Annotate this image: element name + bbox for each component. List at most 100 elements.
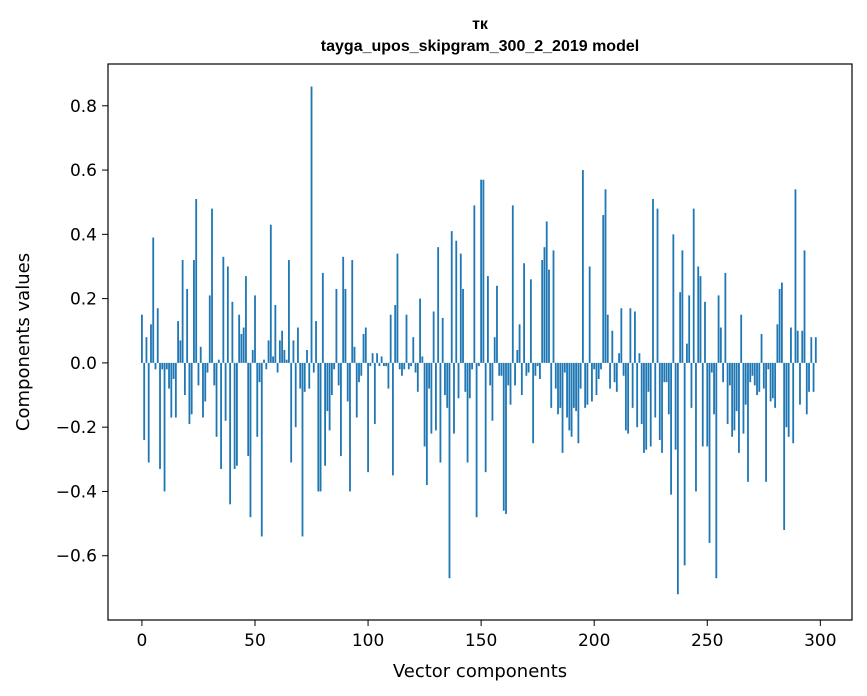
bar-282 (778, 288, 781, 363)
bar-115 (401, 362, 403, 376)
bar-19 (183, 362, 186, 396)
bar-261 (731, 362, 734, 437)
bar-271 (753, 362, 756, 386)
bar-209 (613, 362, 616, 383)
bar-181 (550, 362, 553, 408)
bar-88 (340, 362, 342, 457)
bar-154 (489, 362, 492, 386)
bar-164 (511, 205, 514, 363)
bar-130 (435, 362, 437, 431)
bar-57 (269, 224, 272, 363)
bar-298 (814, 337, 817, 363)
x-axis-label: Vector components (393, 661, 567, 682)
bar-139 (455, 240, 458, 363)
bar-28 (204, 362, 207, 402)
bar-262 (733, 362, 736, 431)
bar-286 (787, 362, 790, 437)
bar-11 (165, 362, 168, 370)
bar-55 (265, 362, 268, 370)
bar-242 (688, 295, 691, 363)
bar-4 (150, 324, 152, 363)
bar-48 (249, 362, 252, 518)
bar-42 (236, 362, 238, 466)
x-tick-label: 150 (465, 631, 497, 651)
y-tick-label: 0.8 (70, 97, 97, 117)
bar-124 (421, 356, 424, 363)
bar-193 (577, 362, 580, 444)
bar-294 (805, 362, 808, 415)
bar-272 (756, 362, 758, 396)
bar-101 (369, 362, 372, 367)
bar-49 (251, 350, 254, 363)
bar-82 (326, 362, 329, 412)
bar-265 (740, 314, 743, 363)
bar-100 (367, 362, 369, 473)
bar-147 (473, 205, 476, 363)
y-tick-label: −0.2 (56, 418, 97, 438)
bar-203 (600, 362, 602, 370)
bar-252 (710, 362, 713, 373)
bar-266 (742, 362, 745, 434)
bar-122 (416, 362, 419, 392)
bar-75 (310, 86, 313, 363)
bar-156 (493, 337, 496, 363)
bar-289 (794, 189, 797, 363)
bar-97 (360, 362, 363, 376)
bar-92 (349, 362, 351, 492)
bar-170 (525, 362, 528, 376)
bar-73 (306, 350, 308, 363)
bar-230 (661, 362, 663, 453)
bar-46 (245, 276, 247, 363)
bar-281 (776, 324, 779, 363)
bar-138 (453, 362, 455, 434)
bars-group (141, 86, 817, 595)
bar-136 (448, 362, 451, 579)
bar-15 (174, 362, 177, 418)
bar-7 (156, 308, 159, 363)
bar-35 (220, 362, 222, 469)
bar-89 (342, 256, 345, 363)
bar-184 (557, 362, 559, 415)
bar-220 (638, 353, 641, 363)
bar-296 (810, 337, 813, 363)
bar-20 (186, 288, 189, 363)
bar-284 (783, 362, 786, 531)
bar-251 (708, 362, 711, 543)
bar-134 (444, 362, 446, 396)
chart-title: тк (472, 16, 489, 33)
bar-104 (376, 353, 379, 363)
bar-192 (575, 362, 578, 412)
bar-127 (428, 362, 431, 389)
bar-96 (358, 362, 360, 383)
bar-114 (398, 362, 401, 370)
bar-201 (595, 362, 598, 396)
bar-77 (315, 321, 317, 363)
bar-293 (803, 250, 806, 363)
bar-224 (647, 362, 650, 392)
bar-68 (294, 362, 297, 428)
y-tick-label: 0.2 (70, 290, 97, 310)
bar-212 (620, 308, 623, 363)
bar-233 (667, 362, 670, 415)
bar-264 (738, 362, 740, 453)
x-tick-label: 100 (352, 631, 384, 651)
bar-78 (317, 362, 320, 492)
bar-277 (767, 362, 770, 370)
bar-246 (697, 266, 700, 363)
bar-12 (168, 362, 170, 389)
chart-subtitle: tayga_upos_skipgram_300_2_2019 model (321, 38, 639, 55)
bar-270 (751, 362, 754, 376)
bar-238 (679, 292, 682, 363)
bar-276 (765, 362, 767, 482)
bar-267 (744, 362, 747, 405)
bar-47 (247, 362, 250, 457)
bar-102 (371, 353, 374, 363)
plot-frame (107, 63, 853, 621)
bar-58 (272, 356, 274, 363)
bar-260 (728, 362, 731, 386)
bar-297 (812, 362, 815, 392)
bar-118 (407, 362, 410, 370)
bar-176 (539, 362, 541, 379)
bar-255 (717, 295, 720, 363)
